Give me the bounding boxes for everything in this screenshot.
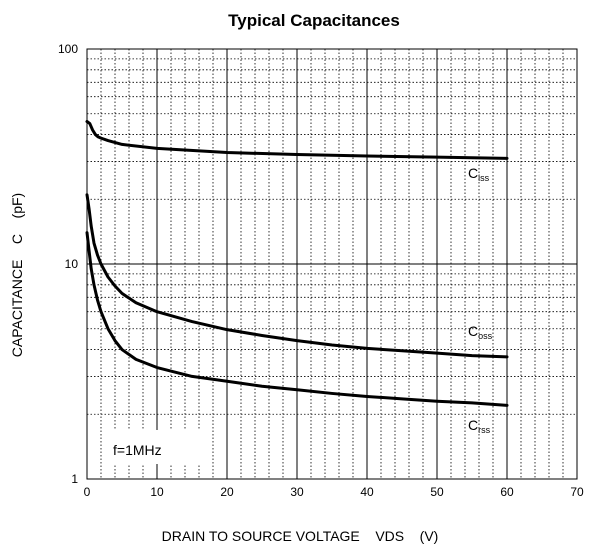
series-lines bbox=[85, 120, 509, 407]
x-tick-label: 0 bbox=[84, 485, 91, 499]
series-label-ciss: Ciss bbox=[468, 165, 490, 183]
x-tick-label: 60 bbox=[500, 485, 514, 499]
x-tick-label: 30 bbox=[290, 485, 304, 499]
x-tick-label: 40 bbox=[360, 485, 374, 499]
x-tick-label: 20 bbox=[220, 485, 234, 499]
frequency-annotation: f=1MHz bbox=[113, 442, 162, 458]
plot-frame bbox=[86, 48, 578, 480]
x-tick-label: 50 bbox=[430, 485, 444, 499]
frequency-annotation-box bbox=[106, 430, 204, 464]
series-label-coss: Coss bbox=[468, 323, 493, 341]
y-tick-label: 100 bbox=[58, 42, 78, 56]
x-tick-label: 70 bbox=[570, 485, 584, 499]
series-labels: Ciss Coss Crss bbox=[468, 165, 493, 435]
y-axis-label: CAPACITANCE C (pF) bbox=[9, 193, 25, 357]
x-axis-label: DRAIN TO SOURCE VOLTAGE VDS (V) bbox=[162, 528, 439, 544]
series-line-ciss bbox=[85, 120, 509, 160]
y-tick-label: 1 bbox=[71, 472, 78, 486]
series-label-crss: Crss bbox=[468, 417, 491, 435]
y-tick-label: 10 bbox=[65, 257, 79, 271]
chart-title: Typical Capacitances bbox=[228, 11, 400, 30]
grid bbox=[87, 49, 577, 479]
series-line-crss bbox=[85, 231, 509, 407]
series-line-coss bbox=[85, 193, 509, 359]
tick-labels: 0 10 20 30 40 50 60 70 1 10 100 bbox=[58, 42, 584, 499]
x-tick-label: 10 bbox=[150, 485, 164, 499]
